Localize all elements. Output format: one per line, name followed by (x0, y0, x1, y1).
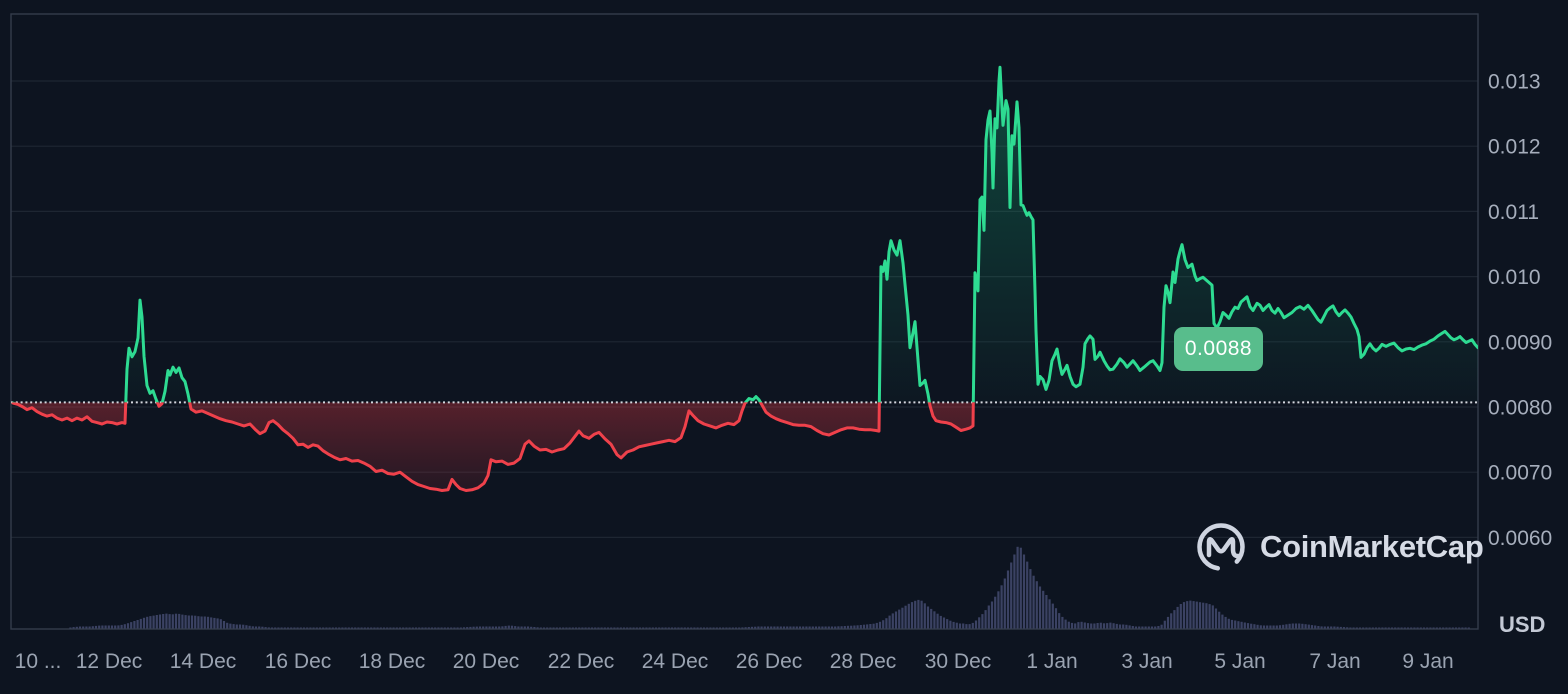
y-axis-tick-label: 0.011 (1488, 201, 1539, 224)
x-axis-tick-label: 28 Dec (830, 650, 897, 673)
x-axis-tick-label: 30 Dec (925, 650, 992, 673)
y-axis-tick-label: 0.0090 (1488, 331, 1552, 354)
x-axis-tick-label: 22 Dec (548, 650, 615, 673)
x-axis-tick-label: 20 Dec (453, 650, 520, 673)
y-axis-tick-label: 0.0070 (1488, 462, 1552, 485)
x-axis-tick-label: 10 ... (15, 650, 62, 673)
volume-bars (69, 546, 1470, 629)
y-axis-tick-label: 0.0080 (1488, 397, 1552, 420)
x-axis-tick-label: 5 Jan (1214, 650, 1265, 673)
coinmarketcap-watermark: CoinMarketCap (1195, 520, 1484, 574)
x-axis-tick-label: 14 Dec (170, 650, 237, 673)
current-price-value: 0.0088 (1184, 337, 1253, 360)
price-area-up (13, 67, 1478, 403)
x-axis-tick-label: 26 Dec (736, 650, 803, 673)
coinmarketcap-logo-icon (1197, 523, 1245, 571)
price-area-down (13, 402, 974, 491)
plot-border (10, 13, 1479, 630)
x-axis-tick-label: 12 Dec (76, 650, 143, 673)
y-axis-tick-label: 0.013 (1488, 71, 1541, 94)
x-axis-tick-label: 1 Jan (1026, 650, 1077, 673)
x-axis-tick-label: 18 Dec (359, 650, 426, 673)
x-axis-tick-label: 7 Jan (1309, 650, 1360, 673)
price-line-up (11, 65, 1478, 403)
x-axis-tick-label: 24 Dec (642, 650, 709, 673)
y-axis-unit-label: USD (1499, 612, 1545, 637)
price-line-down (11, 402, 975, 492)
y-axis-tick-label: 0.012 (1488, 136, 1541, 159)
current-price-badge: 0.0088 (1174, 327, 1263, 371)
x-axis-tick-label: 3 Jan (1121, 650, 1172, 673)
x-axis-tick-label: 9 Jan (1402, 650, 1453, 673)
y-axis-tick-label: 0.010 (1488, 266, 1541, 289)
x-axis-tick-label: 16 Dec (265, 650, 332, 673)
coinmarketcap-wordmark: CoinMarketCap (1260, 529, 1484, 564)
y-axis-tick-label: 0.0060 (1488, 527, 1552, 550)
